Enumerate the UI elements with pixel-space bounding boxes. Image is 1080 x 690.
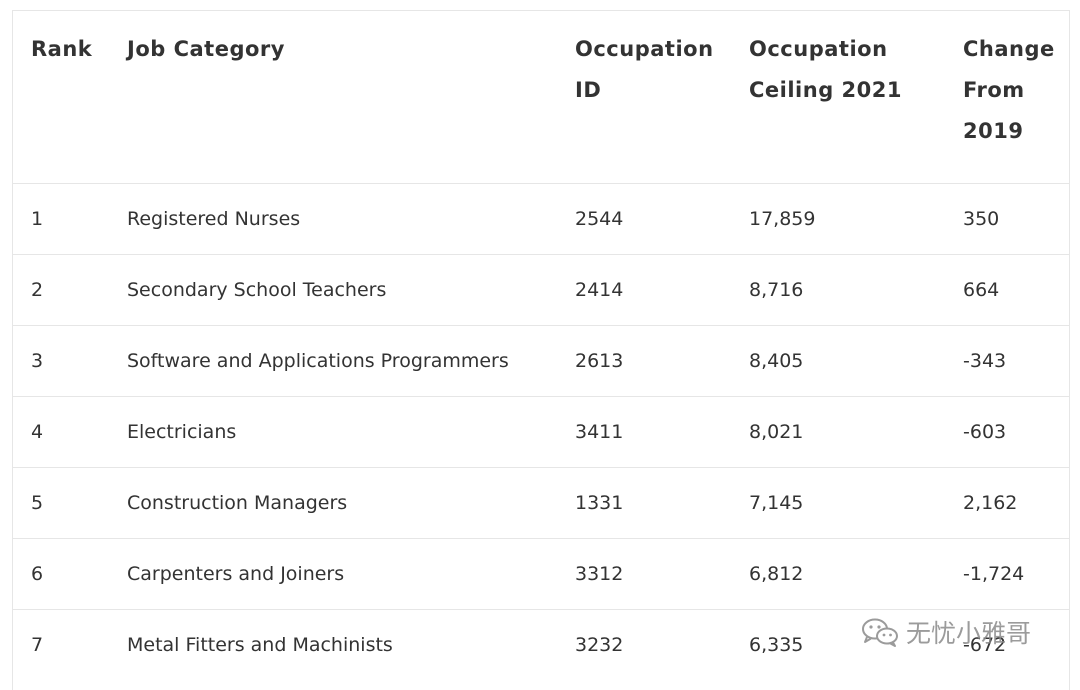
watermark: 无忧小雅哥 bbox=[860, 614, 1031, 650]
table-row: 6 Carpenters and Joiners 3312 6,812 -1,7… bbox=[13, 539, 1069, 610]
header-row: Rank Job Category Occupation ID Occupati… bbox=[13, 11, 1069, 184]
cell-rank: 3 bbox=[31, 350, 44, 372]
table-row: 3 Software and Applications Programmers … bbox=[13, 326, 1069, 397]
cell-rank: 5 bbox=[31, 492, 44, 514]
cell-occupation-ceiling: 8,716 bbox=[749, 279, 804, 301]
cell-change: -1,724 bbox=[963, 563, 1025, 585]
table-row: 2 Secondary School Teachers 2414 8,716 6… bbox=[13, 255, 1069, 326]
cell-occupation-id: 2544 bbox=[575, 208, 624, 230]
table-row: 7 Metal Fitters and Machinists 3232 6,33… bbox=[13, 610, 1069, 681]
wechat-icon bbox=[860, 616, 900, 648]
cell-occupation-ceiling: 6,335 bbox=[749, 634, 804, 657]
table-row: 4 Electricians 3411 8,021 -603 bbox=[13, 397, 1069, 468]
cell-rank: 2 bbox=[31, 279, 44, 301]
cell-occupation-ceiling: 7,145 bbox=[749, 492, 804, 514]
table-row: 1 Registered Nurses 2544 17,859 350 bbox=[13, 184, 1069, 255]
cell-occupation-id: 3232 bbox=[575, 634, 624, 657]
header-rank: Rank bbox=[31, 37, 93, 61]
cell-job-category: Construction Managers bbox=[127, 492, 348, 514]
cell-job-category: Registered Nurses bbox=[127, 208, 301, 230]
header-change: Change From 2019 bbox=[963, 37, 1055, 143]
cell-occupation-ceiling: 6,812 bbox=[749, 563, 804, 585]
cell-job-category: Software and Applications Programmers bbox=[127, 350, 509, 372]
watermark-text: 无忧小雅哥 bbox=[906, 619, 1032, 648]
cell-occupation-id: 3312 bbox=[575, 563, 624, 585]
cell-occupation-id: 2613 bbox=[575, 350, 624, 372]
header-occupation-id: Occupation ID bbox=[575, 37, 714, 102]
cell-rank: 4 bbox=[31, 421, 44, 443]
cell-rank: 1 bbox=[31, 208, 44, 230]
cell-change: 2,162 bbox=[963, 492, 1018, 514]
cell-job-category: Carpenters and Joiners bbox=[127, 563, 345, 585]
header-job-category: Job Category bbox=[127, 37, 285, 61]
cell-job-category: Metal Fitters and Machinists bbox=[127, 634, 393, 657]
cell-rank: 6 bbox=[31, 563, 44, 585]
cell-occupation-id: 2414 bbox=[575, 279, 624, 301]
cell-occupation-ceiling: 17,859 bbox=[749, 208, 816, 230]
table-header: Rank Job Category Occupation ID Occupati… bbox=[13, 11, 1069, 184]
cell-change: -603 bbox=[963, 421, 1007, 443]
cell-occupation-ceiling: 8,021 bbox=[749, 421, 804, 443]
table-body: 1 Registered Nurses 2544 17,859 350 2 Se… bbox=[13, 184, 1069, 681]
cell-job-category: Secondary School Teachers bbox=[127, 279, 387, 301]
occupation-ceiling-table: Rank Job Category Occupation ID Occupati… bbox=[13, 11, 1069, 681]
cell-occupation-id: 3411 bbox=[575, 421, 624, 443]
cell-change: 664 bbox=[963, 279, 1000, 301]
cell-change: 350 bbox=[963, 208, 1000, 230]
cell-rank: 7 bbox=[31, 634, 44, 657]
occupation-table-container: Rank Job Category Occupation ID Occupati… bbox=[12, 10, 1070, 690]
table-row: 5 Construction Managers 1331 7,145 2,162 bbox=[13, 468, 1069, 539]
cell-occupation-ceiling: 8,405 bbox=[749, 350, 804, 372]
cell-change: -672 bbox=[963, 634, 1007, 657]
header-occupation-ceiling: Occupation Ceiling 2021 bbox=[749, 37, 902, 102]
cell-job-category: Electricians bbox=[127, 421, 237, 443]
cell-change: -343 bbox=[963, 350, 1007, 372]
cell-occupation-id: 1331 bbox=[575, 492, 624, 514]
